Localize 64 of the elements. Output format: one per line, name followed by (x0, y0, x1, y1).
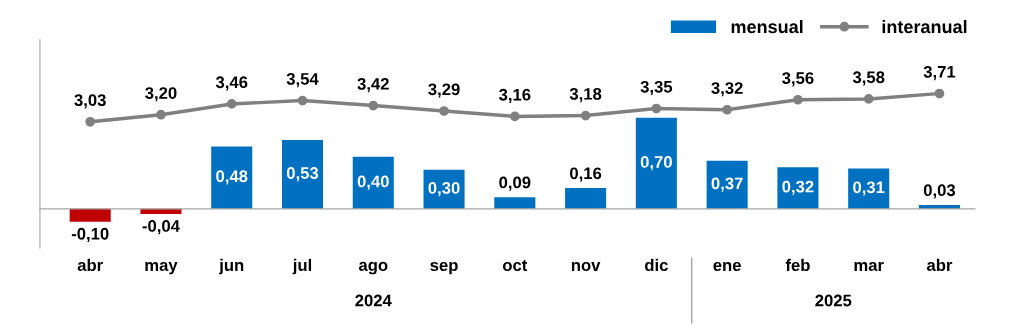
data-label: -0,04 (142, 220, 180, 235)
x-tick-label: nov (571, 261, 601, 272)
point (651, 103, 662, 114)
point (580, 110, 591, 121)
data-label: 3,03 (74, 94, 106, 109)
data-label: -0,10 (71, 227, 109, 243)
legend-label: mensual (731, 19, 803, 34)
x-tick-label: abr (77, 258, 103, 272)
text: 2024 (355, 294, 392, 307)
x-tick-label: dic (645, 258, 668, 272)
data-label: 3,42 (357, 77, 389, 93)
data-label: 0,37 (711, 177, 743, 192)
x-tick-label: may (145, 261, 178, 275)
bar (635, 117, 677, 209)
point (226, 99, 237, 109)
x-tick-label: sep (430, 261, 458, 275)
bar (565, 188, 607, 209)
data-label: 3,54 (286, 72, 319, 88)
data-label: 0,31 (853, 181, 885, 196)
bar (69, 208, 111, 222)
point (863, 94, 874, 104)
bar (352, 156, 394, 209)
data-label: 0,70 (640, 156, 672, 171)
point (509, 111, 520, 122)
bar (494, 197, 536, 209)
x-tick-label: mar (854, 261, 884, 272)
data-label: 0,48 (216, 170, 248, 185)
data-label: 0,40 (357, 175, 389, 190)
point (156, 109, 166, 120)
data-label: 3,46 (215, 76, 248, 91)
x-tick-label: feb (785, 258, 810, 272)
x-tick-label: ene (713, 261, 741, 272)
data-label: 0,03 (923, 184, 956, 199)
point (934, 88, 945, 99)
x-tick-label: jul (292, 258, 312, 275)
data-label: 0,16 (570, 167, 602, 182)
point (722, 104, 733, 115)
data-label: 3,58 (852, 71, 885, 86)
data-label: 0,32 (782, 180, 814, 195)
data-label: 3,32 (711, 82, 743, 97)
bar (281, 139, 324, 209)
point (368, 100, 379, 111)
point (85, 116, 96, 127)
data-label: 3,56 (782, 72, 814, 87)
text: 2025 (815, 294, 852, 307)
data-label: 3,29 (428, 83, 460, 98)
data-label: 0,53 (286, 167, 319, 182)
bar (211, 146, 253, 209)
data-label: 3,20 (145, 87, 177, 102)
data-label: 0,30 (428, 182, 460, 197)
legend-label: interanual (882, 19, 967, 34)
point (439, 106, 449, 116)
data-label: 0,09 (499, 176, 531, 191)
data-label: 3,18 (569, 87, 602, 103)
x-tick-label: ago (358, 261, 388, 275)
bar (706, 160, 748, 209)
data-label: 3,35 (640, 80, 673, 96)
point (297, 95, 308, 106)
x-tick-label: oct (502, 260, 528, 272)
data-label: 3,71 (923, 65, 956, 81)
x-tick-label: jun (218, 258, 244, 275)
data-label: 3,16 (498, 88, 531, 104)
x-tick-label: abr (926, 258, 953, 272)
point (793, 94, 803, 105)
